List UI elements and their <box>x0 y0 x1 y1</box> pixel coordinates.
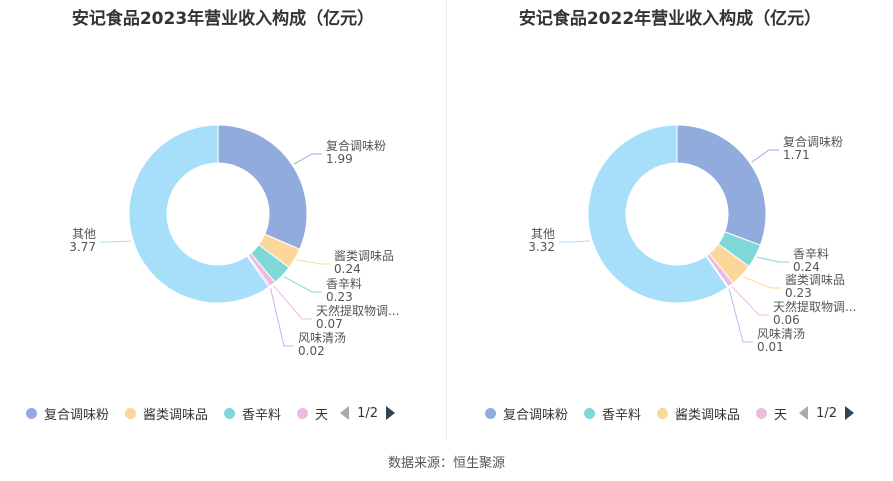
legend-page-indicator: 1/2 <box>357 405 378 421</box>
slice-value-label: 3.32 <box>528 240 555 254</box>
legend-label: 天 <box>774 407 788 423</box>
slice-value-label: 1.99 <box>326 152 353 166</box>
legend-dot-icon <box>584 407 596 419</box>
label-leader-line <box>751 149 779 163</box>
legend-items: 复合调味粉 酱类调味品 香辛料 天 <box>26 404 338 423</box>
panel-divider <box>446 0 447 440</box>
legend-label: 香辛料 <box>242 407 282 423</box>
label-leader-line <box>731 286 769 316</box>
legend-prev-arrow-icon[interactable] <box>799 406 809 420</box>
legend-item[interactable]: 复合调味粉 <box>26 404 109 423</box>
legend-dot-icon <box>485 407 496 419</box>
legend-items: 复合调味粉 香辛料 酱类调味品 天 <box>485 404 797 423</box>
label-leader-line <box>559 240 591 243</box>
legend-dot-icon <box>297 407 309 419</box>
legend-next-arrow-icon[interactable] <box>385 406 395 420</box>
donut-slice-5[interactable] <box>128 124 270 304</box>
data-source-note: 数据来源：恒生聚源 <box>387 456 505 471</box>
chart-title: 安记食品2022年营业收入构成（亿元） <box>518 9 822 29</box>
chart-legend: 复合调味粉 酱类调味品 香辛料 天 1/2 <box>0 402 446 424</box>
donut-slice-5[interactable] <box>587 124 729 304</box>
slice-name-label: 酱类调味品 <box>334 248 394 263</box>
legend-label: 香辛料 <box>602 407 642 423</box>
slice-value-label: 0.23 <box>785 286 812 300</box>
slice-name-label: 天然提取物调... <box>316 303 399 318</box>
slice-value-label: 1.71 <box>783 148 810 162</box>
slice-value-label: 0.07 <box>316 317 343 331</box>
legend-item[interactable]: 复合调味粉 <box>485 404 568 423</box>
slice-name-label: 风味清汤 <box>757 327 805 341</box>
legend-item[interactable]: 天 <box>297 404 328 423</box>
legend-item[interactable]: 香辛料 <box>584 404 641 423</box>
label-leader-line <box>742 276 781 289</box>
slice-value-label: 0.24 <box>793 260 820 274</box>
label-leader-line <box>293 153 322 165</box>
slice-value-label: 0.01 <box>757 340 784 354</box>
legend-label: 复合调味粉 <box>44 407 110 423</box>
slice-name-label: 其他 <box>72 227 96 241</box>
legend-page-indicator: 1/2 <box>816 405 837 421</box>
chart-panel-2022: 安记食品2022年营业收入构成（亿元） 复合调味粉 1.71 香辛料 0.24 酱类调味… <box>447 0 893 440</box>
legend-label: 复合调味粉 <box>503 407 569 423</box>
label-leader-line <box>296 259 330 265</box>
legend-item[interactable]: 香辛料 <box>224 404 281 423</box>
chart-panel-2023: 安记食品2023年营业收入构成（亿元） 复合调味粉 1.99 酱类调味品 0.24 香辛… <box>0 0 446 440</box>
slice-name-label: 其他 <box>531 227 555 241</box>
slice-value-label: 0.24 <box>334 262 361 276</box>
slice-name-label: 香辛料 <box>326 277 362 291</box>
chart-title: 安记食品2023年营业收入构成（亿元） <box>71 9 375 29</box>
legend-dot-icon <box>125 407 137 419</box>
label-leader-line <box>273 285 312 320</box>
legend-label: 天 <box>315 407 329 423</box>
legend-item[interactable]: 酱类调味品 <box>125 404 208 423</box>
legend-next-arrow-icon[interactable] <box>844 406 854 420</box>
slice-name-label: 天然提取物调... <box>773 299 856 314</box>
slice-name-label: 复合调味粉 <box>326 138 386 153</box>
legend-dot-icon <box>657 407 669 419</box>
slice-name-label: 风味清汤 <box>298 331 346 345</box>
slice-value-label: 0.06 <box>773 313 800 327</box>
label-leader-line <box>757 256 789 263</box>
legend-label: 酱类调味品 <box>675 407 741 423</box>
legend-label: 酱类调味品 <box>143 407 209 423</box>
label-leader-line <box>270 288 294 347</box>
slice-name-label: 香辛料 <box>793 247 829 261</box>
slice-name-label: 复合调味粉 <box>783 134 843 149</box>
legend-dot-icon <box>224 407 236 419</box>
slice-value-label: 0.23 <box>326 290 353 304</box>
legend-pager: 1/2 <box>340 406 395 421</box>
slice-value-label: 0.02 <box>298 344 325 358</box>
chart-legend: 复合调味粉 香辛料 酱类调味品 天 1/2 <box>447 402 893 424</box>
label-leader-line <box>728 288 753 343</box>
label-leader-line <box>100 240 132 243</box>
label-leader-line <box>283 276 322 293</box>
slice-value-label: 3.77 <box>69 240 96 254</box>
legend-pager: 1/2 <box>799 406 854 421</box>
legend-item[interactable]: 天 <box>756 404 787 423</box>
donut-slice-0[interactable] <box>217 124 308 250</box>
legend-prev-arrow-icon[interactable] <box>340 406 350 420</box>
legend-dot-icon <box>756 407 768 419</box>
donut-slice-0[interactable] <box>676 124 767 246</box>
legend-dot-icon <box>26 407 37 419</box>
slice-name-label: 酱类调味品 <box>785 272 845 287</box>
legend-item[interactable]: 酱类调味品 <box>657 404 740 423</box>
